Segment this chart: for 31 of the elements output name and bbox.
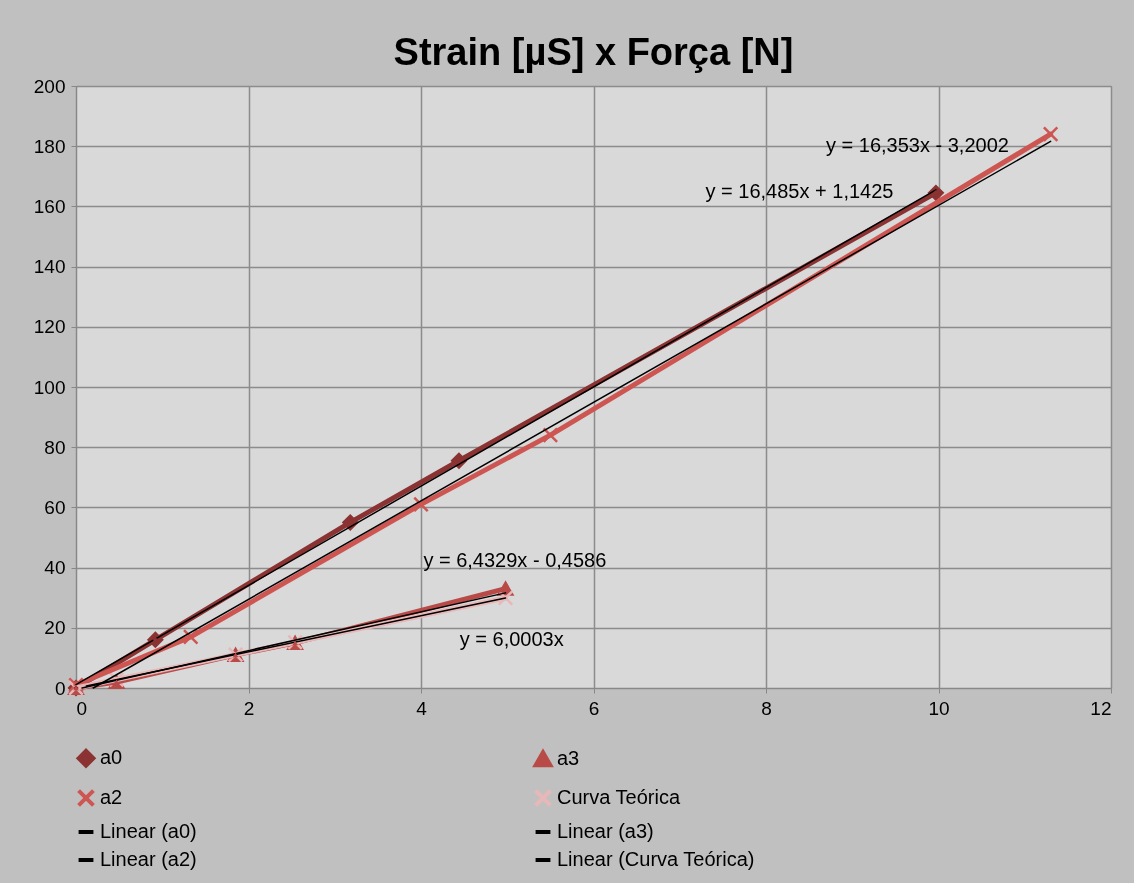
x-tick-label: 8: [761, 697, 772, 719]
y-tick-label: 60: [44, 496, 66, 518]
annotation: y = 6,0003x: [459, 627, 564, 650]
legend-label: a0: [100, 746, 123, 769]
chart-title: Strain [µS] x Força [N]: [393, 31, 794, 73]
legend-label: Linear (Curva Teórica): [557, 848, 755, 870]
legend-label: a2: [100, 786, 123, 808]
y-tick-label: 20: [44, 617, 66, 639]
x-tick-label: 12: [1090, 697, 1112, 719]
legend-label: a3: [557, 746, 580, 769]
x-tick-label: 2: [243, 697, 255, 719]
y-tick-label: 140: [33, 256, 66, 278]
x-tick-label: 6: [588, 697, 600, 719]
y-tick-label: 200: [33, 75, 66, 97]
legend-label: Linear (a3): [557, 820, 654, 842]
legend-label: Curva Teórica: [557, 786, 681, 808]
y-tick-label: 180: [33, 135, 66, 157]
y-tick-label: 40: [44, 557, 66, 579]
legend-label: Linear (a0): [100, 820, 197, 842]
x-tick-label: 0: [76, 697, 88, 719]
x-tick-label: 4: [416, 697, 428, 719]
y-tick-label: 160: [33, 195, 66, 217]
annotation: y = 16,353x - 3,2002: [825, 134, 1009, 157]
annotation: y = 6,4329x - 0,4586: [423, 548, 607, 571]
y-tick-label: 100: [33, 376, 66, 398]
y-tick-label: 0: [54, 677, 66, 699]
y-tick-label: 80: [44, 436, 66, 458]
x-tick-label: 10: [928, 697, 950, 719]
legend-label: Linear (a2): [100, 848, 197, 870]
y-tick-label: 120: [33, 316, 66, 338]
annotation: y = 16,485x + 1,1425: [705, 179, 894, 202]
